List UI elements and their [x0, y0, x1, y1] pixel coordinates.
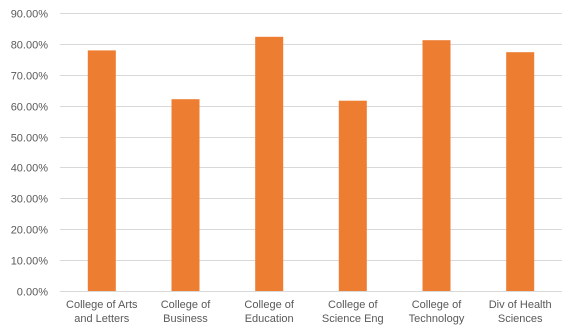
y-tick-label: 10.00% — [11, 256, 49, 268]
x-tick-label: Div of Health Sciences — [489, 299, 552, 325]
x-axis-ticks: College of Arts and Letters College of Busi… — [66, 299, 552, 325]
bar — [172, 99, 200, 291]
y-tick-label: 30.00% — [11, 194, 49, 206]
x-tick-label: College of Business — [161, 299, 211, 325]
x-tick-label: College of Science Eng — [322, 299, 384, 325]
x-tick-label: College of Education — [244, 299, 294, 325]
y-tick-label: 80.00% — [11, 40, 49, 52]
y-axis-ticks: 0.00% 10.00% 20.00% 30.00% 40.00% 50.00% 60.00… — [11, 9, 49, 299]
bar — [88, 50, 116, 291]
bar — [506, 52, 534, 291]
y-tick-label: 90.00% — [11, 9, 49, 21]
x-tick-label: College of Arts and Letters — [66, 299, 138, 325]
y-tick-label: 0.00% — [17, 287, 48, 299]
y-tick-label: 70.00% — [11, 71, 49, 83]
x-tick-label: College of Technology — [409, 299, 465, 325]
y-tick-label: 20.00% — [11, 225, 49, 237]
bar — [255, 37, 283, 291]
y-tick-label: 60.00% — [11, 102, 49, 114]
bar — [339, 101, 367, 291]
y-tick-label: 50.00% — [11, 133, 49, 145]
gridlines — [60, 14, 562, 292]
bar — [423, 40, 451, 291]
y-tick-label: 40.00% — [11, 163, 49, 175]
bars — [88, 37, 534, 291]
